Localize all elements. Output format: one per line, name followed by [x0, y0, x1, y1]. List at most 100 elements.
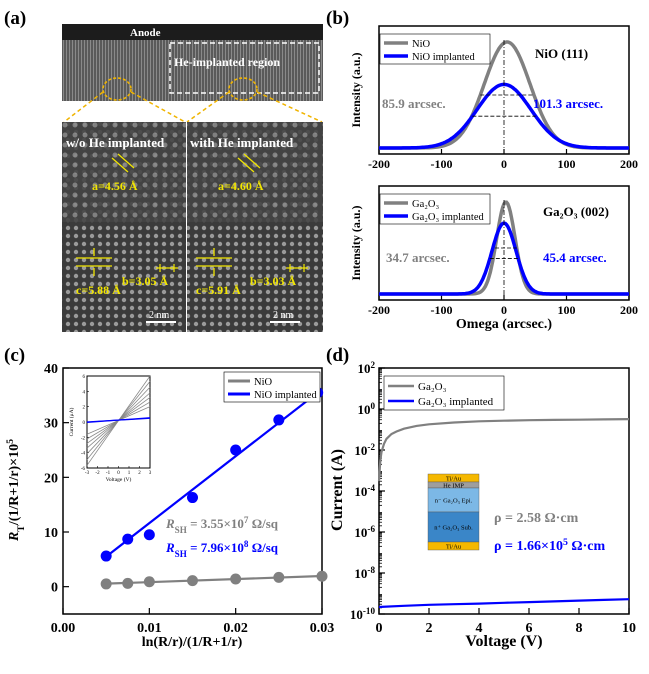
zoom-line — [256, 91, 323, 123]
inset-y-tick-label: 4 — [83, 390, 86, 395]
panel-b: (b) -200 -100 0 100 200 Intensity (a.u.) 85.9 a… — [326, 8, 638, 332]
inset-x-tick-label: 0 — [117, 471, 120, 476]
panel-c-label: (c) — [4, 345, 25, 366]
x-tick-label: 10 — [622, 621, 636, 636]
anode-label: Anode — [130, 27, 161, 39]
y-tick-label: 0 — [51, 581, 58, 596]
inset-y-tick-label: -6 — [81, 467, 86, 472]
data-point — [187, 575, 198, 587]
sheet-resistance-annotation: RSH = 7.96×108 Ω/sq — [165, 539, 279, 559]
data-point — [100, 550, 112, 562]
x-tick-label: 0 — [376, 621, 383, 636]
x-axis-label: ln(R/r)/(1/R+1/r) — [142, 635, 243, 650]
inset-x-tick-label: -2 — [95, 471, 100, 476]
x-tick-label: 0.03 — [310, 621, 335, 636]
device-layer-label: n⁻ Ga₂O₃ Epi. — [435, 498, 473, 505]
data-point — [273, 571, 285, 583]
x-tick-label: -200 — [368, 157, 390, 171]
x-axis-label: Voltage (V) — [465, 633, 542, 650]
y-tick-label: 20 — [44, 471, 58, 486]
lattice-b-marker-right — [286, 264, 308, 272]
y-tick-label: 102 — [357, 360, 375, 376]
zoom-circle-left — [102, 77, 132, 101]
device-layer-label: Ti/Au — [446, 544, 462, 551]
right-c-spacing: c=5.91 Å — [196, 283, 241, 297]
data-point — [187, 492, 198, 504]
series-line-implanted — [378, 598, 630, 609]
fwhm-annotation: 34.7 arcsec. — [386, 250, 450, 265]
inset-y-tick-label: -4 — [81, 452, 86, 457]
x-tick-label: 0 — [501, 157, 507, 171]
sheet-resistance-annotation: RSH = 3.55×107 Ω/sq — [165, 515, 279, 535]
inset-x-label: Voltage (V) — [106, 476, 132, 483]
device-layer-label: He IMP — [443, 483, 464, 490]
device-layer — [427, 541, 480, 551]
inset-iv-line-implanted — [86, 417, 151, 423]
x-tick-label: 0.01 — [137, 621, 162, 636]
right-image-title: with He implanted — [190, 135, 294, 150]
left-image-title: w/o He implanted — [66, 135, 165, 150]
y-axis-label: Current (A) — [329, 449, 346, 531]
x-tick-label: -200 — [368, 303, 390, 317]
lattice-a-marker-right — [237, 153, 261, 173]
device-layer-label: Ti/Au — [446, 476, 462, 483]
x-tick-label: 200 — [620, 157, 638, 171]
right-b-spacing: b=3.03 Å — [250, 274, 297, 288]
legend-label: Ga₂O₃ — [412, 199, 439, 210]
x-axis-label: Omega (arcsec.) — [456, 317, 552, 332]
hrtem-left-top — [62, 122, 186, 222]
y-tick-label: 10-2 — [354, 442, 375, 458]
panel-d: (d) 0 2 4 6 8 10 10-10 10-8 10-6 10-4 10-2 100 102 Vol… — [326, 345, 636, 650]
y-tick-label: 30 — [44, 417, 58, 432]
y-tick-label: 10-6 — [354, 524, 375, 540]
y-tick-label: 100 — [357, 401, 375, 417]
lattice-c-marker-right — [196, 248, 232, 276]
scale-label-left: 2 nm — [149, 310, 170, 321]
x-tick-label: 0 — [501, 303, 507, 317]
x-tick-label: 200 — [620, 303, 638, 317]
x-tick-label: 8 — [576, 621, 583, 636]
lattice-c-marker-left — [76, 248, 112, 276]
data-point — [273, 414, 285, 426]
inset-y-label: Current (μA) — [68, 407, 75, 436]
x-tick-label: 0.00 — [51, 621, 76, 636]
data-point — [122, 533, 134, 545]
left-b-spacing: b=3.05 Å — [122, 274, 169, 288]
device-layer — [427, 511, 480, 543]
y-tick-label: 10-4 — [354, 483, 375, 499]
x-tick-label: -100 — [431, 303, 453, 317]
legend-label: NiO — [412, 39, 431, 50]
implanted-region-box — [169, 42, 320, 94]
inset-x-tick-label: 3 — [149, 471, 152, 476]
zoom-line — [63, 91, 104, 123]
legend-label: NiO implanted — [412, 52, 475, 63]
y-axis-label: Intensity (a.u.) — [349, 205, 363, 280]
fit-line — [106, 574, 323, 585]
x-tick-label: 6 — [526, 621, 533, 636]
inset-y-tick-label: 2 — [83, 406, 86, 411]
data-point — [230, 444, 242, 456]
legend-box — [379, 193, 491, 225]
inset-y-tick-label: 0 — [83, 421, 86, 426]
legend-label: Ga₂O₃ implanted — [412, 212, 485, 223]
scale-label-right: 2 nm — [273, 310, 294, 321]
right-a-spacing: a=4.60 Å — [218, 179, 264, 193]
y-axis-label: RT/(1/R+1/r)×105 — [5, 439, 27, 542]
lattice-b-marker-left — [156, 264, 178, 272]
resistivity-annotation: ρ = 1.66×105 Ω·cm — [494, 537, 605, 555]
zoom-line — [186, 91, 230, 123]
series-line-pristine — [377, 418, 630, 482]
x-tick-label: 100 — [558, 303, 576, 317]
x-tick-label: 2 — [426, 621, 433, 636]
data-point — [143, 576, 155, 588]
device-layer — [427, 487, 480, 513]
legend-box — [383, 375, 505, 411]
inset-x-tick-label: -1 — [106, 471, 111, 476]
resistivity-annotation: ρ = 2.58 Ω·cm — [494, 511, 579, 526]
y-axis-label: Intensity (a.u.) — [349, 52, 363, 127]
fwhm-annotation: 101.3 arcsec. — [533, 96, 603, 111]
device-layer-label: n⁺ Ga₂O₃ Sub. — [434, 525, 473, 532]
left-c-spacing: c=5.88 Å — [76, 283, 121, 297]
y-tick-label: 10-10 — [350, 606, 376, 622]
